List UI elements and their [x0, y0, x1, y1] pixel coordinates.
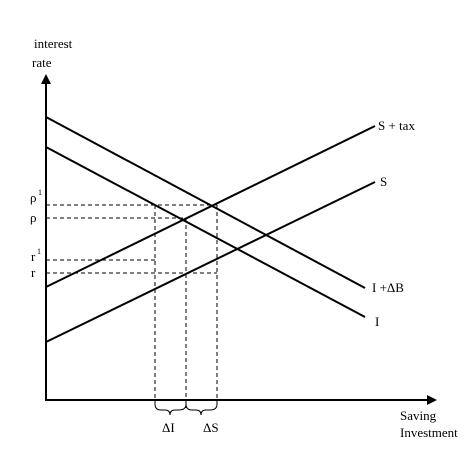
curve-label: S + tax: [378, 118, 415, 133]
level-label: r: [31, 265, 36, 280]
curve-i-plus-db: [45, 116, 366, 289]
curve-s-plus-tax: [45, 125, 376, 288]
x-axis-label: Investment: [400, 425, 458, 440]
level-label: ρ: [30, 210, 37, 225]
level-sup: 1: [37, 247, 41, 256]
brace: [185, 403, 218, 416]
level-text: r: [31, 249, 36, 264]
y-axis-label: interest: [34, 36, 73, 51]
gap-label: ΔS: [203, 420, 219, 435]
level-sup: 1: [38, 188, 42, 197]
curve-s: [45, 181, 376, 343]
curve-label: I: [375, 314, 379, 329]
x-axis-label: Saving: [400, 408, 437, 423]
curve-label: S: [380, 174, 387, 189]
level-text: ρ: [30, 190, 37, 205]
level-text: ρ: [30, 210, 37, 225]
gap-label: ΔI: [162, 420, 175, 435]
level-text: r: [31, 265, 36, 280]
curve-i: [45, 146, 366, 318]
brace: [154, 403, 187, 416]
curve-label: I +ΔB: [372, 280, 404, 295]
y-axis-label: rate: [32, 55, 52, 70]
